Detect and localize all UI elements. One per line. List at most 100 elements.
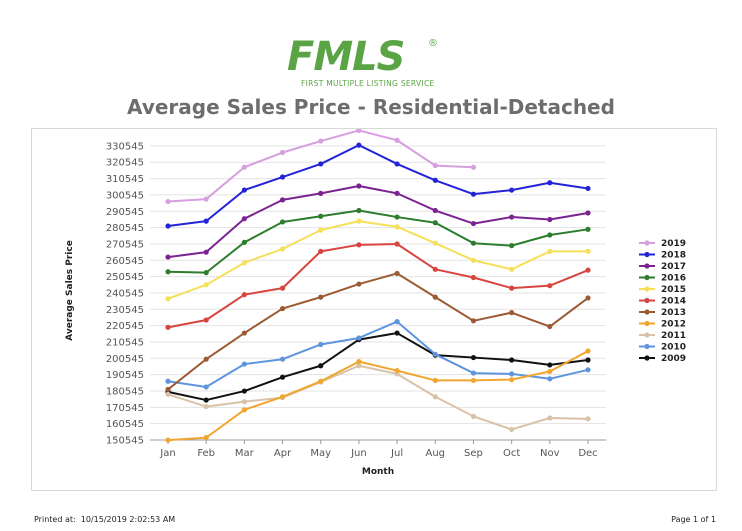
logo-subtext: FIRST MULTIPLE LISTING SERVICE bbox=[301, 79, 435, 88]
data-point bbox=[279, 356, 286, 362]
data-point bbox=[356, 335, 362, 341]
y-tick-label: 220545 bbox=[106, 321, 144, 332]
data-point bbox=[203, 196, 209, 202]
data-point bbox=[165, 324, 171, 330]
series-2017 bbox=[165, 183, 591, 260]
legend-label-2012: 2012 bbox=[661, 320, 686, 330]
y-tick-label: 330545 bbox=[106, 141, 144, 152]
data-point bbox=[279, 219, 286, 225]
data-point bbox=[432, 240, 438, 246]
legend-marker-2018 bbox=[644, 251, 650, 258]
data-point bbox=[203, 282, 209, 288]
data-point bbox=[318, 161, 324, 167]
data-point bbox=[318, 227, 324, 233]
data-point bbox=[547, 368, 553, 375]
data-point bbox=[203, 435, 209, 441]
data-point bbox=[318, 341, 324, 348]
x-tick-label: Feb bbox=[197, 448, 215, 459]
data-point bbox=[509, 187, 515, 193]
chart-series bbox=[165, 129, 591, 443]
legend-label-2014: 2014 bbox=[661, 297, 686, 307]
y-tick-label: 180545 bbox=[106, 386, 144, 397]
data-point bbox=[547, 216, 553, 223]
printed-at-value: 10/15/2019 2:02:53 AM bbox=[80, 515, 176, 524]
data-point bbox=[241, 260, 247, 266]
series-2015 bbox=[165, 218, 591, 302]
legend-marker-2009 bbox=[644, 355, 650, 361]
data-point bbox=[470, 274, 477, 281]
legend-marker-2012 bbox=[644, 320, 650, 327]
data-point bbox=[356, 281, 362, 287]
data-point bbox=[394, 161, 400, 167]
data-point bbox=[509, 266, 515, 272]
x-tick-label: Nov bbox=[540, 448, 560, 459]
x-tick-label: Oct bbox=[503, 448, 520, 459]
data-point bbox=[470, 220, 477, 227]
data-point bbox=[470, 370, 477, 376]
data-point bbox=[394, 319, 400, 325]
legend-marker-2013 bbox=[644, 309, 650, 315]
data-point bbox=[509, 285, 515, 291]
data-point bbox=[241, 164, 247, 170]
data-point bbox=[279, 149, 286, 156]
data-point bbox=[394, 224, 400, 230]
legend-label-2009: 2009 bbox=[661, 354, 686, 364]
legend-marker-2010 bbox=[644, 343, 650, 350]
series-2010 bbox=[165, 319, 591, 390]
series-2018 bbox=[165, 142, 591, 229]
data-point bbox=[585, 267, 591, 273]
legend-label-2019: 2019 bbox=[661, 239, 686, 249]
data-point bbox=[509, 214, 515, 220]
y-tick-label: 230545 bbox=[106, 305, 144, 316]
data-point bbox=[509, 371, 515, 377]
page-title: Average Sales Price - Residential-Detach… bbox=[127, 95, 615, 119]
data-point bbox=[241, 388, 247, 394]
legend-label-2015: 2015 bbox=[661, 285, 686, 295]
legend-label-2018: 2018 bbox=[661, 251, 686, 261]
series-2012 bbox=[165, 348, 591, 443]
y-tick-label: 250545 bbox=[106, 272, 144, 283]
data-point bbox=[356, 242, 362, 248]
data-point bbox=[356, 207, 362, 214]
data-point bbox=[585, 226, 591, 232]
data-point bbox=[241, 361, 247, 367]
data-point bbox=[394, 330, 400, 336]
data-point bbox=[241, 330, 247, 336]
series-line-2015 bbox=[167, 220, 588, 300]
chart-frame: 150545 160545 170545 180545 190545 200545 2105… bbox=[31, 128, 717, 491]
series-2013 bbox=[165, 270, 591, 393]
data-point bbox=[585, 248, 591, 254]
series-2014 bbox=[165, 241, 591, 330]
y-tick-label: 320545 bbox=[106, 158, 144, 169]
data-point bbox=[394, 270, 400, 277]
data-point bbox=[241, 292, 247, 298]
data-point bbox=[241, 187, 247, 193]
data-point bbox=[203, 356, 209, 362]
fmls-logo: FMLS ® FIRST MULTIPLE LISTING SERVICE bbox=[271, 34, 471, 90]
y-tick-label: 160545 bbox=[106, 419, 144, 430]
data-point bbox=[241, 239, 247, 245]
x-tick-label: Sep bbox=[464, 448, 483, 459]
data-point bbox=[432, 207, 438, 214]
y-tick-label: 150545 bbox=[106, 436, 144, 447]
x-axis-title: Month bbox=[362, 467, 394, 477]
data-point bbox=[432, 220, 438, 226]
legend-marker-2016 bbox=[644, 274, 650, 281]
data-point bbox=[432, 266, 438, 272]
y-tick-label: 290545 bbox=[106, 207, 144, 218]
legend-label-2013: 2013 bbox=[661, 308, 686, 318]
data-point bbox=[509, 243, 515, 249]
x-tick-label: May bbox=[310, 448, 331, 459]
data-point bbox=[547, 415, 553, 421]
data-point bbox=[318, 138, 324, 144]
series-line-2010 bbox=[167, 320, 589, 388]
data-point bbox=[394, 368, 400, 374]
legend-marker-2019 bbox=[644, 240, 650, 246]
series-line-2012 bbox=[167, 350, 589, 442]
data-point bbox=[470, 191, 477, 197]
legend-marker-2015 bbox=[644, 286, 650, 292]
data-point bbox=[470, 318, 477, 324]
data-point bbox=[318, 190, 324, 196]
data-point bbox=[279, 174, 286, 180]
